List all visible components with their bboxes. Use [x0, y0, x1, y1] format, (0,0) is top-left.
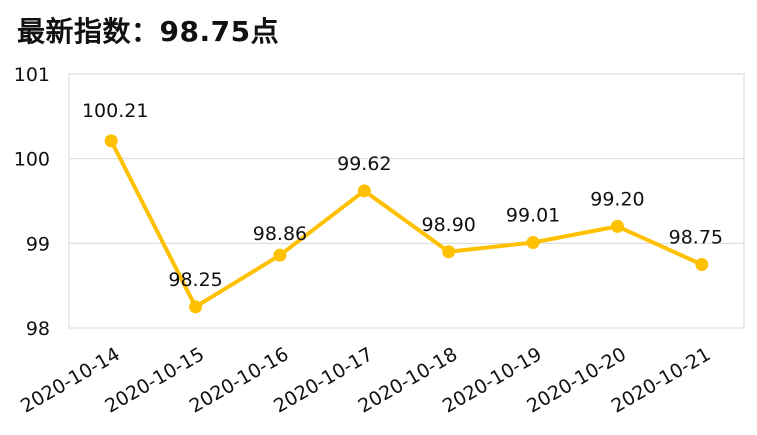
- data-point: [189, 300, 203, 314]
- data-label: 99.62: [337, 153, 391, 175]
- data-point: [610, 219, 624, 233]
- data-label: 99.01: [506, 204, 560, 226]
- y-tick-label: 101: [14, 64, 50, 86]
- data-label: 98.25: [168, 269, 222, 291]
- y-tick-label: 100: [14, 149, 50, 171]
- data-label: 98.75: [669, 227, 723, 249]
- data-point: [104, 134, 118, 148]
- data-point: [357, 184, 371, 198]
- data-label: 99.20: [590, 188, 644, 210]
- data-label: 98.90: [421, 214, 475, 236]
- data-point: [442, 245, 456, 259]
- data-point: [273, 248, 287, 262]
- data-point: [695, 258, 709, 271]
- data-label: 100.21: [82, 100, 148, 122]
- y-tick-label: 98: [26, 318, 50, 340]
- data-label: 98.86: [253, 223, 307, 245]
- y-tick-label: 99: [26, 233, 50, 255]
- data-point: [526, 235, 540, 249]
- chart-title: 最新指数：98.75点: [17, 15, 280, 48]
- series-line: [109, 138, 704, 309]
